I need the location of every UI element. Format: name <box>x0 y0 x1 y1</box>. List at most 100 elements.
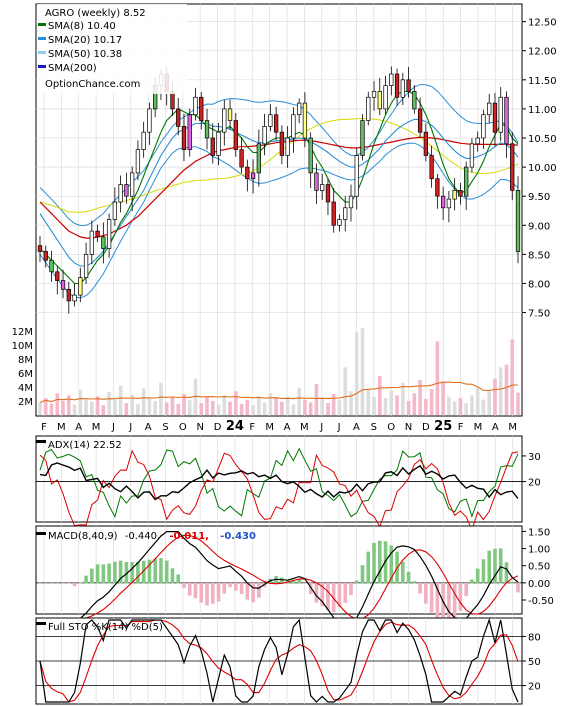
candle <box>297 98 302 124</box>
macd-hist-bar <box>130 562 134 584</box>
macd-hist-bar <box>182 582 186 588</box>
candle-body <box>475 137 480 145</box>
candle <box>406 66 411 98</box>
volume-bar <box>487 391 491 415</box>
macd-hist-bar <box>481 559 486 584</box>
volume-bar <box>377 375 382 415</box>
candle-body <box>510 143 515 191</box>
macd-hist-bar <box>38 582 42 584</box>
candle-body <box>297 102 302 116</box>
candle-body <box>492 102 498 133</box>
volume-bar <box>343 367 348 415</box>
macd-hist-bar <box>429 582 434 613</box>
macd-hist-bar <box>516 582 520 593</box>
macd-label: MACD(8,40,9) -0.440, -0.011, -0.430 <box>36 531 256 542</box>
candle-body <box>429 155 434 180</box>
candle <box>210 123 215 164</box>
candle <box>279 125 285 165</box>
macd-hist-bar <box>113 561 117 584</box>
volume-bar <box>441 381 445 415</box>
candle <box>273 106 279 141</box>
candle-body <box>83 254 89 278</box>
candle <box>285 126 290 168</box>
candle-body <box>210 137 215 156</box>
y-tick-label: 7.50 <box>528 309 550 320</box>
x-tick-label: F <box>41 422 47 433</box>
svg-text:MACD(8,40,9) -0.440,: MACD(8,40,9) -0.440, -0.011, -0.430 <box>48 531 256 542</box>
candle <box>118 175 123 213</box>
candle <box>216 122 221 166</box>
candle-body <box>383 85 388 110</box>
candle <box>227 99 233 130</box>
volume-bar <box>251 405 255 415</box>
volume-tick-label: 8M <box>18 355 33 366</box>
candle-body <box>216 131 221 156</box>
volume-bar <box>176 403 181 415</box>
candle-body <box>187 114 192 150</box>
candle-body <box>250 172 256 180</box>
sto-title: Full STO %K(14) %D(5) <box>48 622 163 633</box>
candle <box>389 66 394 96</box>
candle-body <box>273 114 279 133</box>
candle-body <box>72 294 77 302</box>
legend-sma20: SMA(20) 10.17 <box>48 35 122 46</box>
macd-hist-bar <box>475 568 480 584</box>
macd-hist-bar <box>78 582 83 584</box>
macd-hist-bar <box>280 577 284 584</box>
volume-bar <box>234 391 238 415</box>
candle-body <box>66 288 71 302</box>
candle-body <box>141 131 146 150</box>
candle-body <box>400 79 405 98</box>
volume-bar <box>280 401 284 415</box>
macd-hist-bar <box>101 564 106 584</box>
candle-body <box>130 172 135 197</box>
price-legend: AGRO (weekly) 8.52 SMA(8) 10.40 SMA(20) … <box>37 4 187 94</box>
candle <box>337 214 342 232</box>
y-tick-label: 10.00 <box>528 163 557 174</box>
volume-bar <box>395 395 399 415</box>
volume-bar <box>418 380 422 415</box>
volume-bar <box>187 400 192 415</box>
candle-body <box>360 120 365 156</box>
x-tick-label: J <box>319 422 323 433</box>
macd-y-tick-label: -0.50 <box>528 596 554 607</box>
macd-hist-bar <box>320 582 324 607</box>
volume-bar <box>170 397 175 415</box>
macd-hist-bar <box>124 562 129 584</box>
macd-hist-bar <box>84 575 88 584</box>
candle-body <box>112 201 118 220</box>
candle <box>291 107 296 153</box>
volume-bar <box>38 402 42 415</box>
candle <box>250 159 256 194</box>
candle-body <box>440 195 446 209</box>
macd-hist-bar <box>406 571 411 584</box>
candle-body <box>181 126 187 150</box>
macd-hist-bar <box>308 582 313 595</box>
volume-bar <box>498 367 503 415</box>
candle <box>78 267 83 303</box>
volume-bar <box>239 403 244 415</box>
volume-bar <box>366 389 371 415</box>
macd-title: MACD(8,40,9) <box>48 531 118 542</box>
candle-body <box>227 108 233 121</box>
volume-tick-label: 10M <box>12 341 33 352</box>
candle-body <box>515 190 521 252</box>
macd-hist-bar <box>360 565 365 584</box>
y-tick-label: 8.50 <box>528 250 550 261</box>
candle <box>130 166 135 212</box>
macd-hist-bar <box>498 548 503 584</box>
volume-bar <box>164 402 169 415</box>
candle-body <box>101 236 106 249</box>
candle-body <box>481 114 486 139</box>
candle-body <box>204 120 210 139</box>
adx-y-tick-label: 20 <box>528 478 541 489</box>
candle <box>308 132 313 188</box>
adx-title: ADX(14) 22.52 <box>48 440 122 451</box>
volume-average-line <box>39 381 519 403</box>
volume-bar <box>354 332 359 415</box>
macd-hist-bar <box>297 579 301 584</box>
candle <box>193 87 198 121</box>
volume-bar <box>464 403 468 415</box>
candle <box>72 283 77 307</box>
